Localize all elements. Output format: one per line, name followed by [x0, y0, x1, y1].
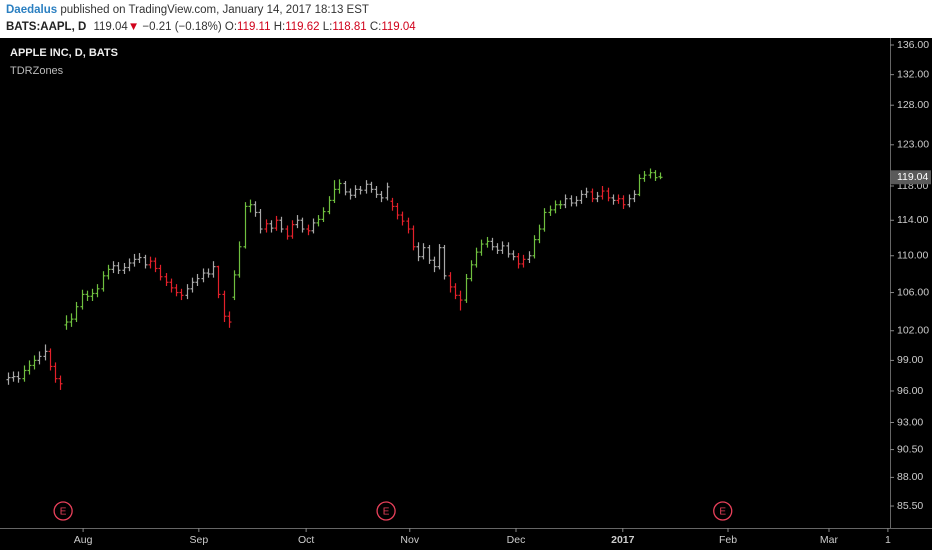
- y-tick-label: 114.00: [897, 214, 928, 226]
- indicator-name: TDRZones: [10, 65, 64, 77]
- low-value: 118.81: [332, 21, 367, 33]
- y-tick-label: 128.00: [897, 99, 929, 111]
- y-tick-label: 132.00: [897, 68, 929, 80]
- published: published on TradingView.com, January 14…: [60, 4, 369, 16]
- x-tick-label: 1: [885, 534, 891, 546]
- open-value: 119.11: [237, 21, 271, 33]
- high-value: 119.62: [285, 21, 320, 33]
- event-label: E: [60, 507, 67, 518]
- change: −0.21 (−0.18%): [142, 21, 222, 33]
- y-tick-label: 88.00: [897, 471, 923, 483]
- close-value: 119.04: [381, 21, 416, 33]
- x-tick-label: Feb: [719, 534, 737, 546]
- y-tick-label: 90.50: [897, 443, 923, 455]
- y-tick-label: 85.50: [897, 500, 923, 512]
- chart-title: APPLE INC, D, BATS: [10, 47, 118, 59]
- x-tick-label: Mar: [820, 534, 839, 546]
- publish-line: Daedalus published on TradingView.com, J…: [6, 2, 926, 19]
- last-price: 119.04: [93, 21, 128, 33]
- event-marker: [53, 501, 73, 521]
- x-tick-label: Dec: [507, 534, 526, 546]
- x-tick-label: Sep: [189, 534, 208, 546]
- symbol[interactable]: BATS:AAPL, D: [6, 21, 87, 33]
- x-tick-label: Aug: [74, 534, 93, 546]
- quote-line: BATS:AAPL, D 119.04▼ −0.21 (−0.18%) O:11…: [6, 19, 926, 36]
- close-label: C:: [369, 21, 382, 33]
- y-tick-label: 106.00: [897, 286, 929, 298]
- last-price-label: 119.04: [897, 171, 928, 183]
- event-marker: [376, 501, 396, 521]
- y-tick-label: 136.00: [897, 39, 929, 51]
- event-label: E: [719, 507, 726, 518]
- low-label: L:: [322, 21, 333, 33]
- y-tick-label: 110.00: [897, 250, 928, 262]
- event-label: E: [383, 507, 390, 518]
- x-tick-label: Nov: [400, 534, 419, 546]
- high-label: H:: [273, 21, 286, 33]
- y-tick-label: 123.00: [897, 139, 929, 151]
- chart: APPLE INC, D, BATS TDRZones 136.00 132.00…: [0, 38, 932, 550]
- y-tick-label: 102.00: [897, 325, 929, 337]
- author[interactable]: Daedalus: [6, 4, 58, 16]
- change-arrow: ▼: [127, 21, 140, 33]
- x-tick-label: Oct: [298, 534, 314, 546]
- header: Daedalus published on TradingView.com, J…: [0, 0, 932, 38]
- y-tick-label: 96.00: [897, 385, 923, 397]
- x-tick-label: 2017: [611, 534, 635, 546]
- last-price-box: [891, 170, 931, 185]
- event-marker: [713, 501, 733, 521]
- y-tick-label: 99.00: [897, 354, 923, 366]
- open-label: O:: [224, 21, 238, 33]
- y-tick-label: 93.00: [897, 416, 923, 428]
